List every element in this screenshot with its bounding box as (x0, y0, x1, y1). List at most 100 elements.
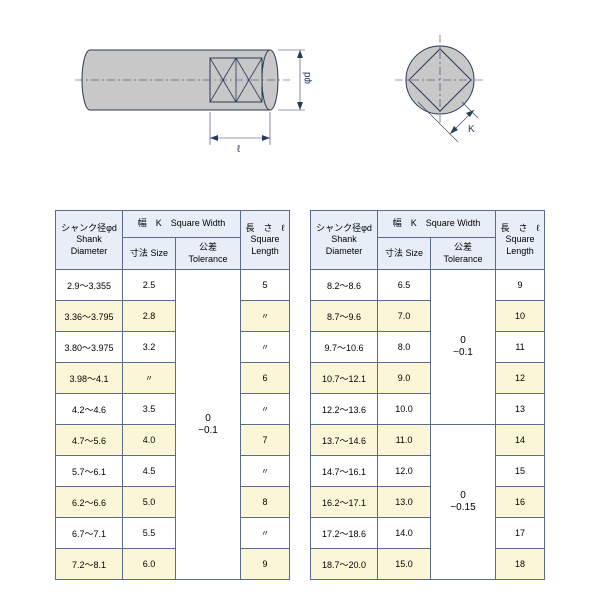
table-row: 8.2～8.66.50−0.19 (311, 270, 545, 301)
cell-size: 〃 (123, 363, 176, 394)
table-row: 12.2～13.610.013 (311, 394, 545, 425)
th-square-length: 長 さ ℓSquareLength (496, 211, 545, 270)
cell-size: 5.5 (123, 518, 176, 549)
cell-size: 3.5 (123, 394, 176, 425)
table-row: 3.80～3.9753.2 〃 (56, 332, 290, 363)
dim-k: K (468, 124, 475, 135)
cell-length: 〃 (241, 394, 290, 425)
cell-diameter: 16.2～17.1 (311, 487, 378, 518)
cell-diameter: 13.7～14.6 (311, 425, 378, 456)
table-row: 2.9～3.3552.50−0.15 (56, 270, 290, 301)
cell-length: 14 (496, 425, 545, 456)
table-row: 3.36～3.7952.8 〃 (56, 301, 290, 332)
th-size: 寸法 Size (123, 238, 176, 270)
th-tolerance: 公差 Tolerance (431, 238, 496, 270)
cell-diameter: 3.98～4.1 (56, 363, 123, 394)
tables-container: シャンク径φdShankDiameter 幅 K Square Width 長 … (20, 210, 580, 580)
cell-size: 11.0 (378, 425, 431, 456)
cell-size: 7.0 (378, 301, 431, 332)
cell-size: 15.0 (378, 549, 431, 580)
cell-length: 6 (241, 363, 290, 394)
cell-size: 9.0 (378, 363, 431, 394)
cell-length: 12 (496, 363, 545, 394)
cell-size: 6.0 (123, 549, 176, 580)
table-row: 6.2～6.65.0 8 (56, 487, 290, 518)
cell-size: 2.8 (123, 301, 176, 332)
cell-length: 11 (496, 332, 545, 363)
cell-diameter: 6.2～6.6 (56, 487, 123, 518)
cell-diameter: 4.7～5.6 (56, 425, 123, 456)
table-row: 5.7～6.14.5 〃 (56, 456, 290, 487)
table-row: 4.2～4.63.5 〃 (56, 394, 290, 425)
th-shank-diameter: シャンク径φdShankDiameter (311, 211, 378, 270)
table-row: 6.7～7.15.5 〃 (56, 518, 290, 549)
table-row: 16.2～17.113.0 16 (311, 487, 545, 518)
cell-size: 6.5 (378, 270, 431, 301)
cell-diameter: 5.7～6.1 (56, 456, 123, 487)
tolerance-cell: 0−0.1 (431, 270, 496, 425)
table-row: 18.7～20.015.0 18 (311, 549, 545, 580)
cell-size: 3.2 (123, 332, 176, 363)
spec-table-left: シャンク径φdShankDiameter 幅 K Square Width 長 … (55, 210, 290, 580)
cell-diameter: 17.2～18.6 (311, 518, 378, 549)
cell-length: 16 (496, 487, 545, 518)
spec-table-right: シャンク径φdShankDiameter 幅 K Square Width 長 … (310, 210, 545, 580)
cell-diameter: 9.7～10.6 (311, 332, 378, 363)
cell-length: 〃 (241, 518, 290, 549)
th-square-width: 幅 K Square Width (378, 211, 496, 238)
th-square-width: 幅 K Square Width (123, 211, 241, 238)
cell-diameter: 10.7～12.1 (311, 363, 378, 394)
table-row: 17.2～18.614.0 17 (311, 518, 545, 549)
table-row: 7.2～8.16.0 9 (56, 549, 290, 580)
table-row: 8.7～9.67.0 10 (311, 301, 545, 332)
cell-length: 8 (241, 487, 290, 518)
cell-size: 12.0 (378, 456, 431, 487)
cell-length: 15 (496, 456, 545, 487)
cell-diameter: 8.7～9.6 (311, 301, 378, 332)
table-row: 4.7～5.64.0 7 (56, 425, 290, 456)
dim-phi-d: φd (302, 72, 313, 84)
cell-diameter: 2.9～3.355 (56, 270, 123, 301)
cell-size: 2.5 (123, 270, 176, 301)
table-row: 3.98～4.1〃 6 (56, 363, 290, 394)
cell-size: 13.0 (378, 487, 431, 518)
cell-diameter: 3.36～3.795 (56, 301, 123, 332)
cell-size: 4.5 (123, 456, 176, 487)
dim-l: ℓ (237, 144, 241, 155)
tolerance-cell: 0−0.15 (431, 425, 496, 580)
cell-diameter: 8.2～8.6 (311, 270, 378, 301)
cell-length: 9 (241, 549, 290, 580)
cell-diameter: 3.80～3.975 (56, 332, 123, 363)
cell-length: 10 (496, 301, 545, 332)
cell-size: 14.0 (378, 518, 431, 549)
th-tolerance: 公差 Tolerance (176, 238, 241, 270)
cell-size: 8.0 (378, 332, 431, 363)
cell-length: 17 (496, 518, 545, 549)
cell-length: 9 (496, 270, 545, 301)
cell-length: 5 (241, 270, 290, 301)
table-row: 13.7～14.611.00−0.1514 (311, 425, 545, 456)
table-row: 10.7～12.19.0 12 (311, 363, 545, 394)
cell-length: 18 (496, 549, 545, 580)
cell-size: 4.0 (123, 425, 176, 456)
cell-length: 〃 (241, 456, 290, 487)
cell-diameter: 4.2～4.6 (56, 394, 123, 425)
th-size: 寸法 Size (378, 238, 431, 270)
th-shank-diameter: シャンク径φdShankDiameter (56, 211, 123, 270)
cell-diameter: 6.7～7.1 (56, 518, 123, 549)
cell-diameter: 7.2～8.1 (56, 549, 123, 580)
table-row: 9.7～10.68.0 11 (311, 332, 545, 363)
shank-diagram-svg: φd ℓ K (20, 20, 580, 180)
cell-diameter: 18.7～20.0 (311, 549, 378, 580)
cell-length: 〃 (241, 301, 290, 332)
cell-size: 10.0 (378, 394, 431, 425)
cell-length: 7 (241, 425, 290, 456)
cell-diameter: 12.2～13.6 (311, 394, 378, 425)
cell-size: 5.0 (123, 487, 176, 518)
tolerance-cell: 0−0.1 (176, 270, 241, 580)
technical-diagram: φd ℓ K (20, 20, 580, 180)
th-square-length: 長 さ ℓSquareLength (241, 211, 290, 270)
cell-diameter: 14.7～16.1 (311, 456, 378, 487)
table-row: 14.7～16.112.0 15 (311, 456, 545, 487)
cell-length: 〃 (241, 332, 290, 363)
